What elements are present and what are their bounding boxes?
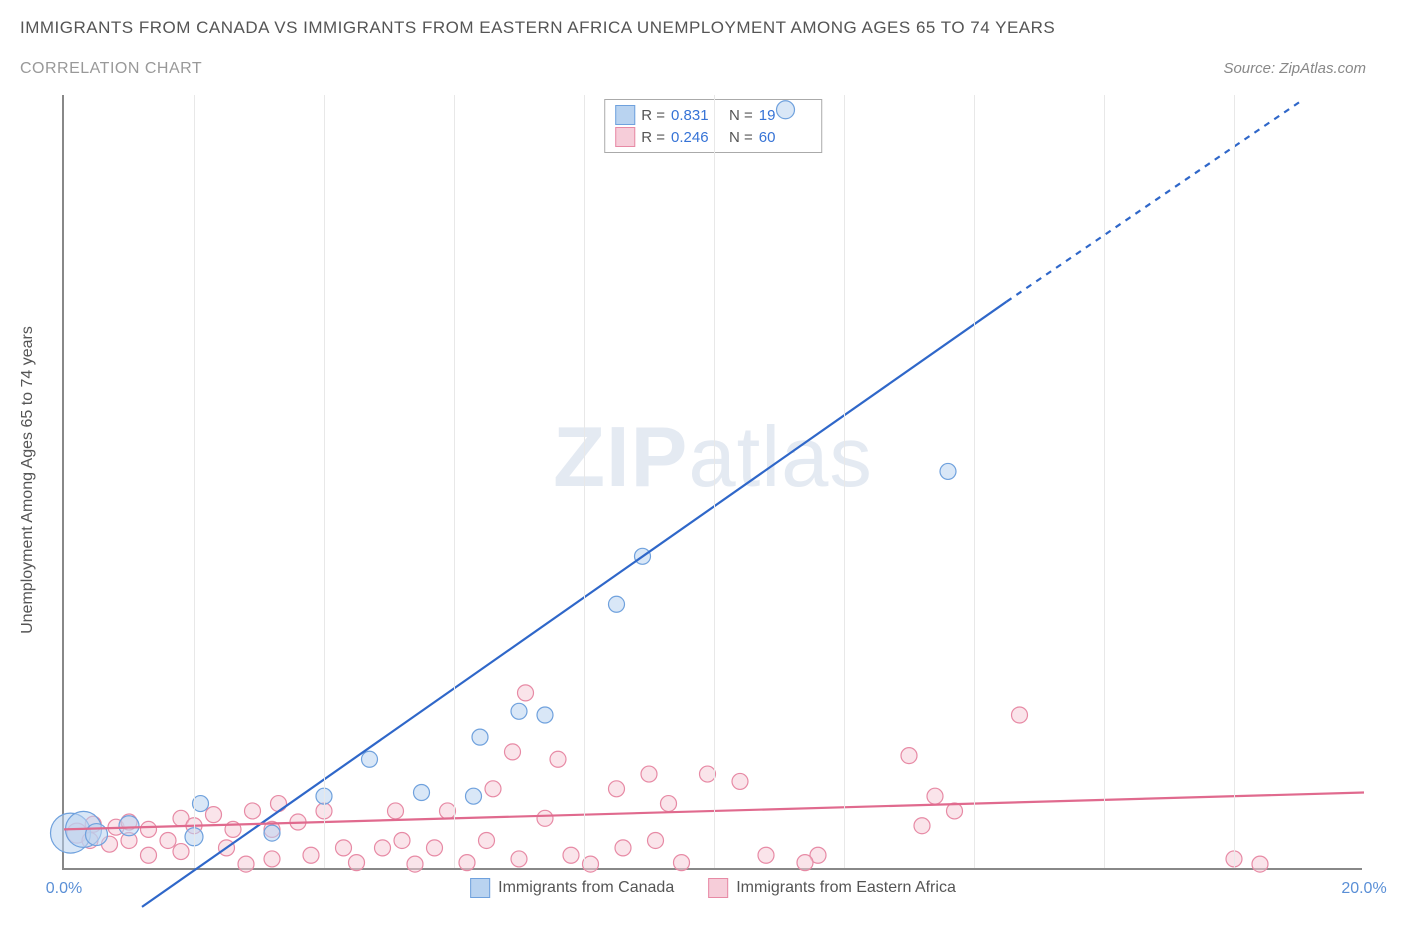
grid-line <box>1234 95 1235 868</box>
data-point <box>160 832 176 848</box>
data-point <box>641 766 657 782</box>
data-point <box>511 703 527 719</box>
data-point <box>141 821 157 837</box>
data-point <box>1252 856 1268 872</box>
data-point <box>375 840 391 856</box>
data-point <box>777 101 795 119</box>
data-point <box>119 816 139 836</box>
data-point <box>674 855 690 871</box>
chart-title: IMMIGRANTS FROM CANADA VS IMMIGRANTS FRO… <box>20 18 1055 38</box>
data-point <box>505 744 521 760</box>
legend-swatch-canada <box>470 878 490 898</box>
data-point <box>271 796 287 812</box>
data-point <box>732 773 748 789</box>
legend-label-ea: Immigrants from Eastern Africa <box>736 879 956 897</box>
data-point <box>173 844 189 860</box>
data-point <box>914 818 930 834</box>
grid-line <box>324 95 325 868</box>
trend-line <box>142 302 1007 907</box>
data-point <box>518 685 534 701</box>
data-point <box>238 856 254 872</box>
chart-subtitle: CORRELATION CHART <box>20 60 202 78</box>
data-point <box>661 796 677 812</box>
data-point <box>472 729 488 745</box>
y-axis-label: Unemployment Among Ages 65 to 74 years <box>19 326 37 634</box>
data-point <box>609 596 625 612</box>
data-point <box>206 807 222 823</box>
plot-area: ZIPatlas R = 0.831 N = 19 R = 0.246 N = … <box>62 95 1362 870</box>
data-point <box>466 788 482 804</box>
legend-item-ea: Immigrants from Eastern Africa <box>708 878 956 898</box>
legend-item-canada: Immigrants from Canada <box>470 878 674 898</box>
data-point <box>797 855 813 871</box>
data-point <box>414 785 430 801</box>
data-point <box>563 847 579 863</box>
grid-line <box>714 95 715 868</box>
data-point <box>349 855 365 871</box>
source-attribution: Source: ZipAtlas.com <box>1223 60 1366 77</box>
grid-line <box>584 95 585 868</box>
grid-line <box>974 95 975 868</box>
legend-swatch-ea <box>708 878 728 898</box>
data-point <box>479 832 495 848</box>
data-point <box>394 832 410 848</box>
data-point <box>141 847 157 863</box>
grid-line <box>844 95 845 868</box>
data-point <box>901 748 917 764</box>
data-point <box>758 847 774 863</box>
data-point <box>550 751 566 767</box>
data-point <box>245 803 261 819</box>
data-point <box>537 810 553 826</box>
data-point <box>427 840 443 856</box>
data-point <box>485 781 501 797</box>
data-point <box>648 832 664 848</box>
data-point <box>336 840 352 856</box>
data-point <box>615 840 631 856</box>
grid-line <box>454 95 455 868</box>
data-point <box>388 803 404 819</box>
data-point <box>511 851 527 867</box>
data-point <box>86 824 108 846</box>
grid-line <box>194 95 195 868</box>
x-axis-legend: Immigrants from Canada Immigrants from E… <box>470 878 956 898</box>
data-point <box>537 707 553 723</box>
legend-label-canada: Immigrants from Canada <box>498 879 674 897</box>
x-tick-label: 20.0% <box>1341 880 1386 898</box>
data-point <box>264 825 280 841</box>
data-point <box>940 463 956 479</box>
data-point <box>407 856 423 872</box>
trend-line-extrapolated <box>1007 102 1300 301</box>
chart-svg <box>64 95 1362 868</box>
data-point <box>609 781 625 797</box>
data-point <box>1012 707 1028 723</box>
data-point <box>927 788 943 804</box>
data-point <box>459 855 475 871</box>
data-point <box>303 847 319 863</box>
x-tick-label: 0.0% <box>46 880 82 898</box>
data-point <box>362 751 378 767</box>
grid-line <box>1104 95 1105 868</box>
data-point <box>264 851 280 867</box>
